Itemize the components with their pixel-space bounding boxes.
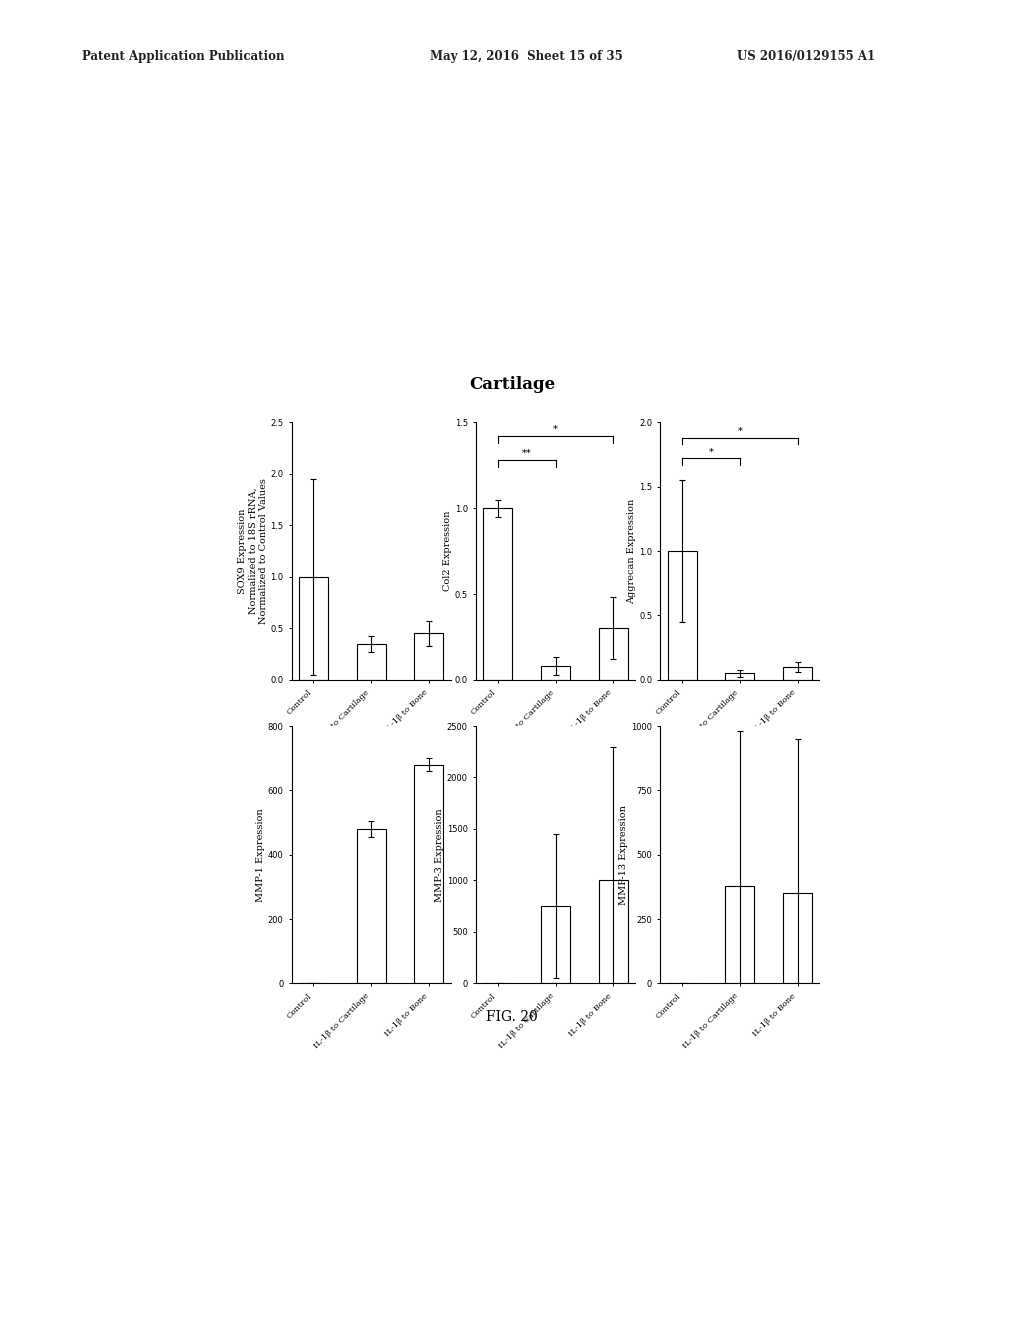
Y-axis label: MMP-13 Expression: MMP-13 Expression (620, 805, 629, 904)
Y-axis label: Col2 Expression: Col2 Expression (443, 511, 452, 591)
Bar (299, 577, 328, 680)
Bar (415, 764, 443, 983)
Text: *: * (553, 425, 558, 434)
Bar (725, 886, 755, 983)
Bar (725, 673, 755, 680)
Text: **: ** (522, 449, 531, 458)
Bar (356, 644, 386, 680)
Text: US 2016/0129155 A1: US 2016/0129155 A1 (737, 50, 876, 63)
Y-axis label: MMP-1 Expression: MMP-1 Expression (256, 808, 265, 902)
Text: *: * (709, 447, 714, 457)
Bar (668, 552, 696, 680)
Bar (599, 628, 628, 680)
Bar (541, 906, 570, 983)
Text: May 12, 2016  Sheet 15 of 35: May 12, 2016 Sheet 15 of 35 (430, 50, 623, 63)
Bar (783, 894, 812, 983)
Bar (783, 667, 812, 680)
Text: FIG. 20: FIG. 20 (486, 1010, 538, 1024)
Y-axis label: SOX9 Expression
Normalized to 18S rRNA,
Normalized to Control Values: SOX9 Expression Normalized to 18S rRNA, … (238, 478, 267, 624)
Text: Patent Application Publication: Patent Application Publication (82, 50, 285, 63)
Y-axis label: MMP-3 Expression: MMP-3 Expression (435, 808, 444, 902)
Text: *: * (737, 426, 742, 436)
Bar (599, 880, 628, 983)
Text: Cartilage: Cartilage (469, 376, 555, 393)
Bar (415, 634, 443, 680)
Bar (356, 829, 386, 983)
Y-axis label: Aggrecan Expression: Aggrecan Expression (628, 499, 636, 603)
Bar (541, 667, 570, 680)
Bar (483, 508, 512, 680)
